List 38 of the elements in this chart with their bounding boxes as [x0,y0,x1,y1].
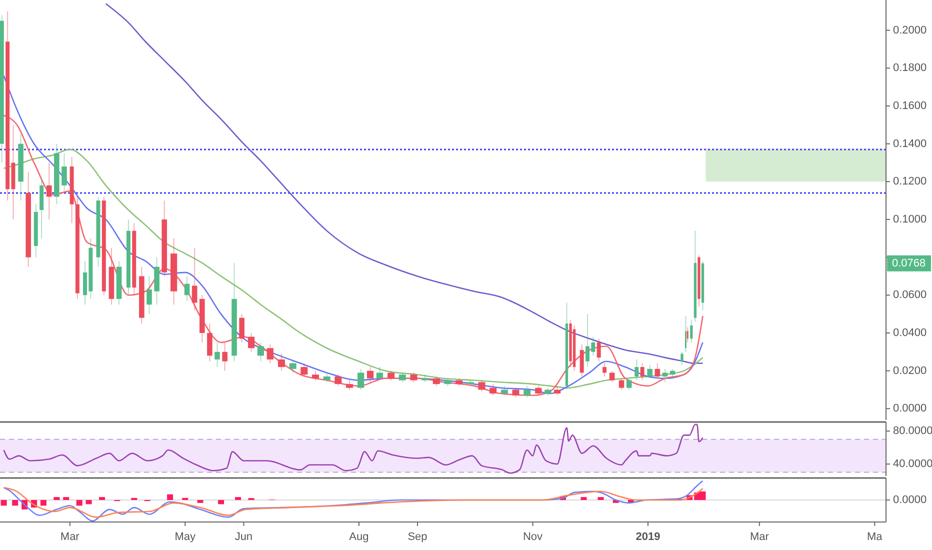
x-tick-label: Aug [349,531,369,543]
x-tick-label: May [174,531,196,543]
bar [54,497,60,500]
bar [0,500,7,506]
bar [40,500,46,506]
x-tick-label: Jun [234,531,253,543]
y-tick-label: 0.1600 [893,100,927,112]
bar [86,500,92,504]
bar [598,497,604,500]
bar [76,500,82,506]
y-tick-label: 0.0200 [893,364,927,377]
x-tick-label: 2019 [636,531,660,543]
bar [99,497,106,500]
x-tick-label: Mar [750,531,770,543]
x-tick-label: Nov [522,531,544,543]
bar [167,494,174,500]
line-series [3,424,704,474]
bar [63,497,70,500]
annotation: 0.0768 [892,257,926,270]
x-tick-label: Ma [867,531,884,543]
y-tick-label: 0.0600 [893,289,927,302]
line-series [105,3,704,364]
bar [197,500,204,503]
y-tick-label: 0.2000 [893,24,927,36]
x-tick-label: Sep [408,531,428,543]
y-tick-label: 0.1000 [893,213,927,226]
y-tick-label: 40.0000 [893,458,932,470]
y-tick-label: 0.0400 [893,326,927,339]
x-tick-label: Mar [60,531,80,543]
bar [218,500,224,504]
bar [12,500,18,506]
y-tick-label: 80.0000 [893,425,932,438]
bar [235,497,242,500]
y-tick-label: 0.1800 [893,62,927,74]
y-tick-label: 0.1200 [893,176,927,188]
bar [580,497,587,500]
y-tick-label: 0.0000 [893,402,927,415]
y-tick-label: 0.1400 [893,138,927,150]
